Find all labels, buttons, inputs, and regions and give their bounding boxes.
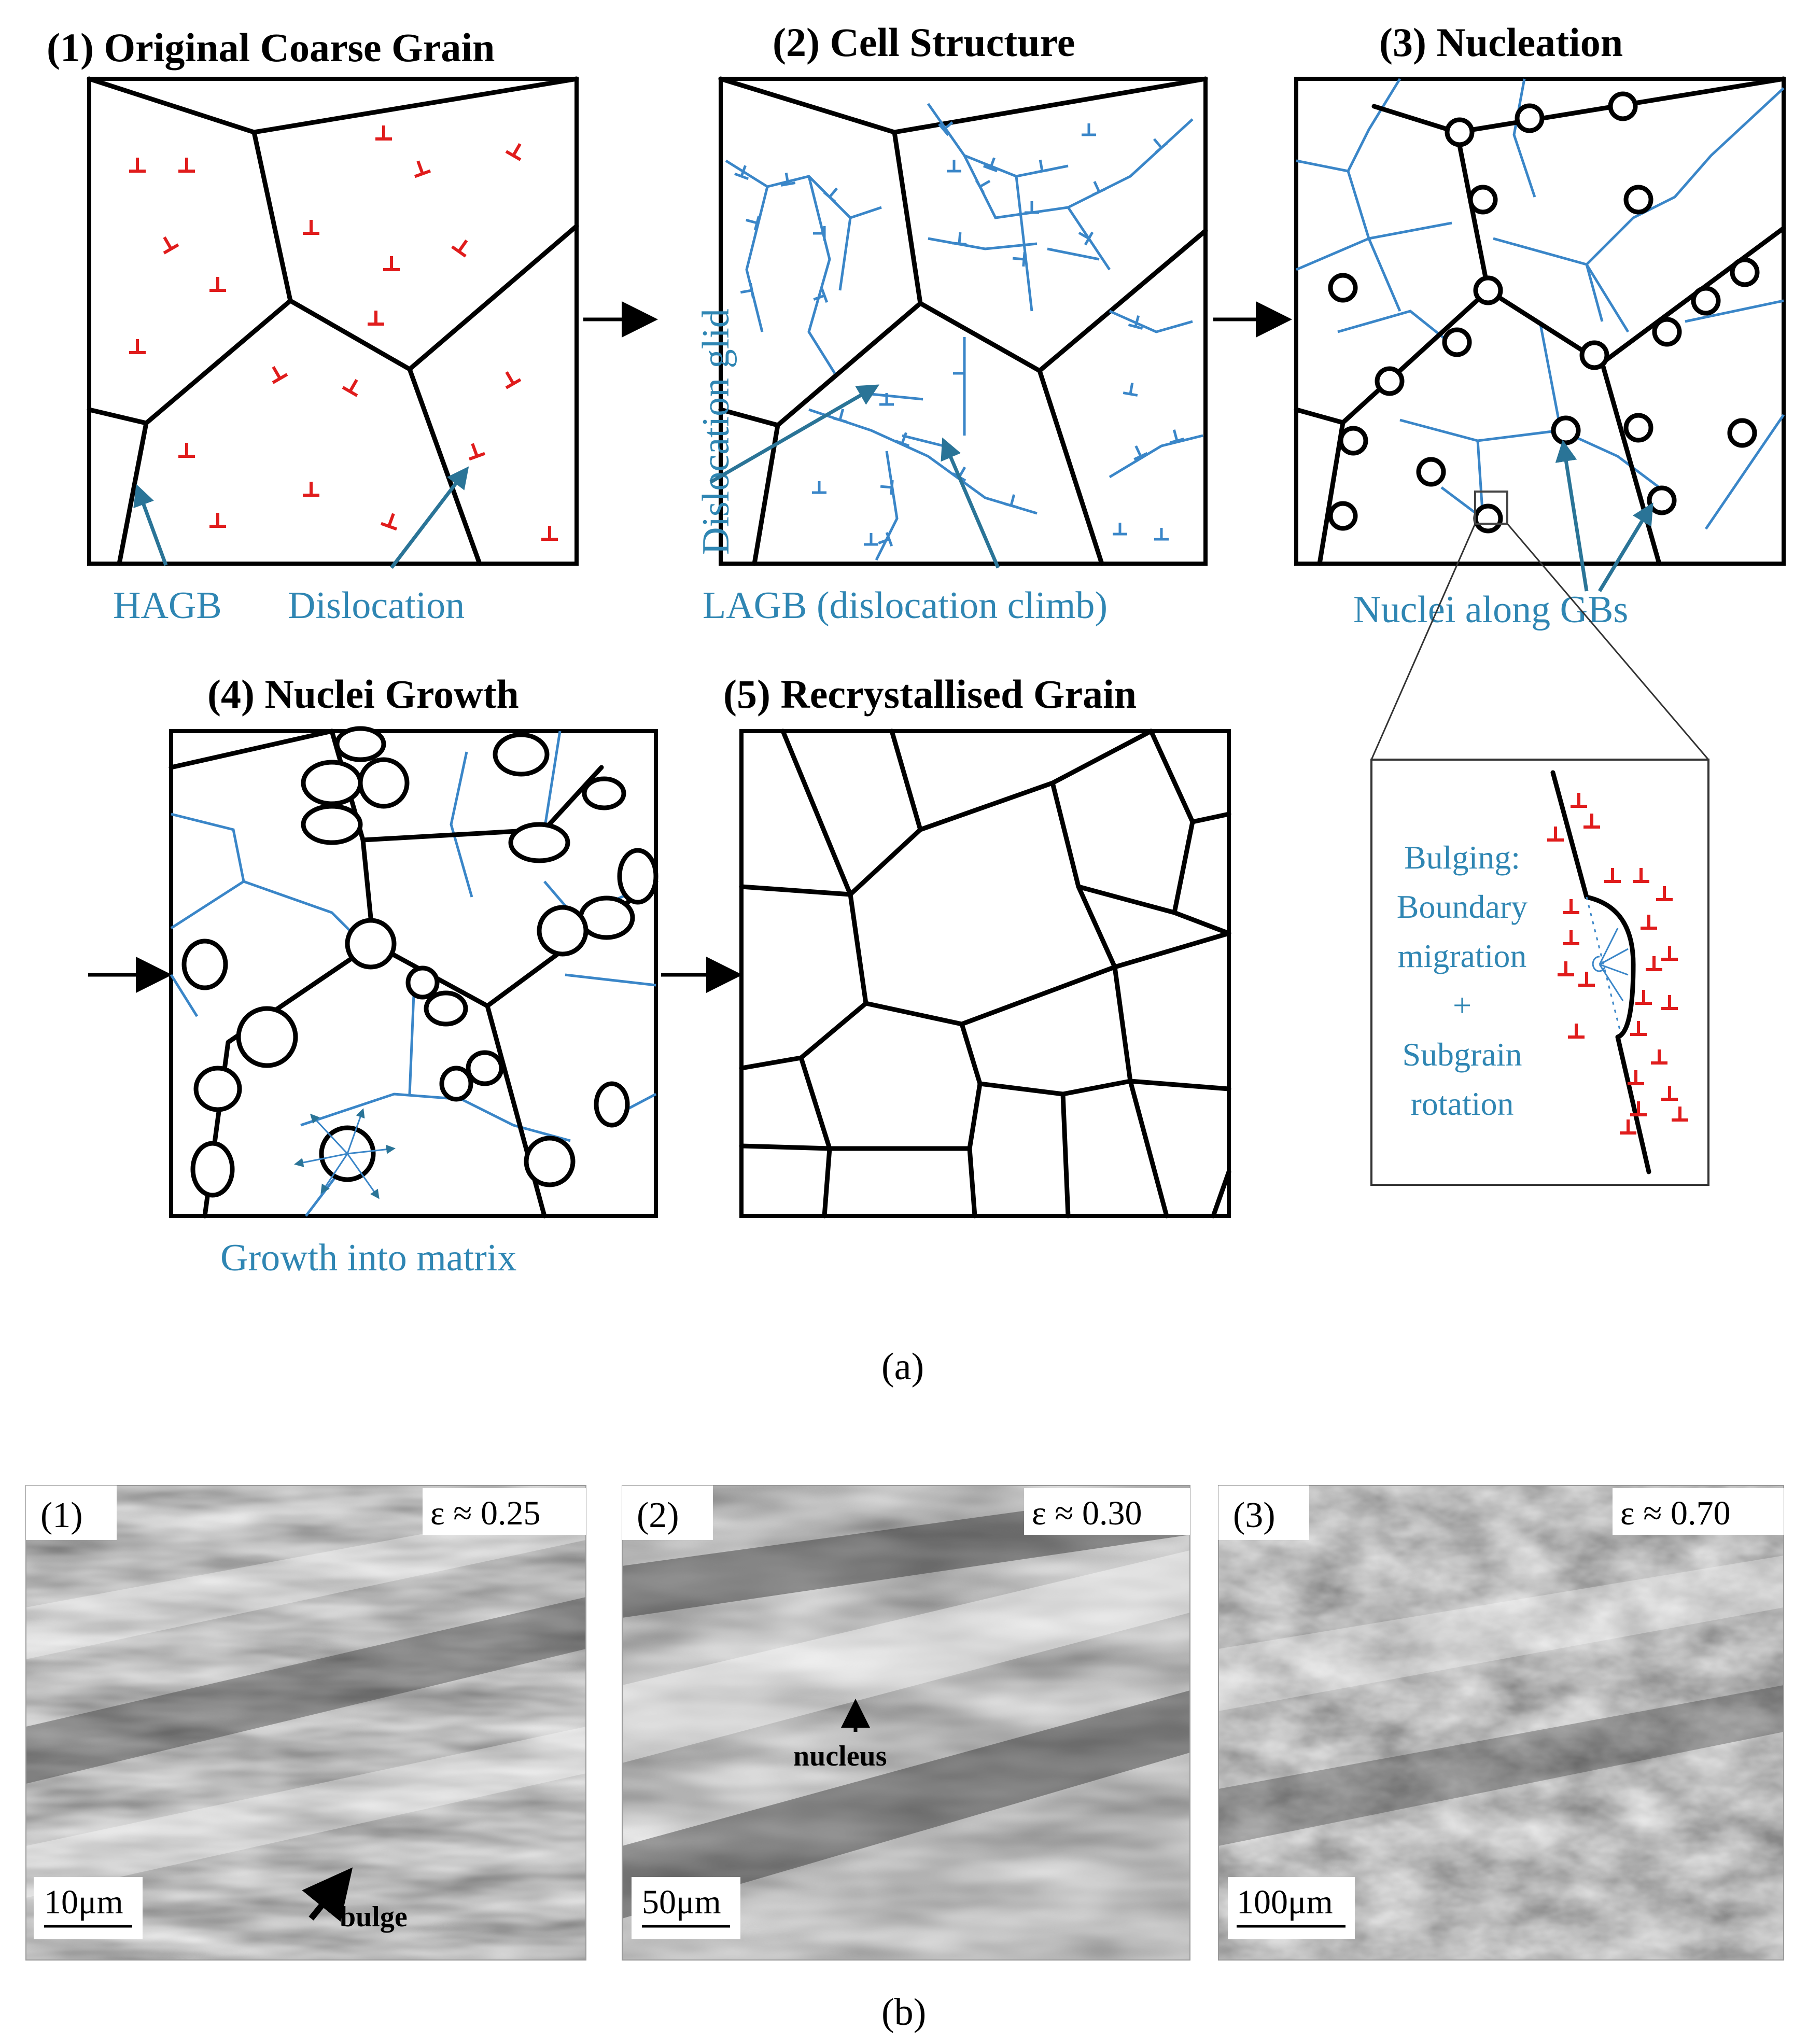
- dislocation-pointer-arrow: [390, 466, 469, 569]
- micrograph-2-strain: ε ≈ 0.30: [1032, 1494, 1142, 1532]
- nuclei-pointer-arrow-right: [1598, 502, 1653, 592]
- micrograph-1-label: (1): [40, 1495, 83, 1535]
- panel-5-diagram: [739, 729, 1231, 1219]
- caption-a: (a): [881, 1346, 924, 1388]
- panel-5-title: (5) Recrystallised Grain: [723, 671, 1137, 717]
- nuclei-circles: [1328, 91, 1760, 534]
- growth-arrows: [294, 1108, 396, 1199]
- micrograph-1: (1) ε ≈ 0.25 10μm bulge: [25, 1485, 586, 1961]
- dislocation-glide-pointer-arrow: [709, 384, 880, 484]
- micrograph-2-label: (2): [637, 1495, 679, 1535]
- inset-line-1: Bulging:: [1404, 839, 1520, 876]
- panel-1-title: (1) Original Coarse Grain: [47, 25, 495, 70]
- inset-line-3: migration: [1398, 937, 1527, 974]
- inset-line-6: rotation: [1410, 1085, 1513, 1122]
- inset-line-5: Subgrain: [1402, 1036, 1522, 1073]
- bulge-label: bulge: [340, 1901, 408, 1933]
- lagb-label: LAGB (dislocation climb): [703, 584, 1108, 627]
- nucleus-label: nucleus: [793, 1740, 887, 1772]
- panel-4-title: (4) Nuclei Growth: [207, 671, 519, 717]
- panel-3-diagram: [1294, 76, 1786, 566]
- bulge-arrow: [302, 1867, 353, 1922]
- lagb-network: [725, 103, 1203, 561]
- nuclei-label: Nuclei along GBs: [1353, 589, 1628, 631]
- panel-1-diagram: [87, 76, 579, 566]
- micrograph-3-strain: ε ≈ 0.70: [1620, 1494, 1730, 1532]
- panel-3-title: (3) Nucleation: [1379, 20, 1623, 65]
- micrograph-1-label-box: [26, 1486, 117, 1540]
- hagb-label: HAGB: [113, 584, 222, 627]
- nuclei-pointer-arrow-left: [1555, 440, 1589, 592]
- micrograph-3-label: (3): [1233, 1495, 1276, 1535]
- micrograph-1-strain: ε ≈ 0.25: [430, 1494, 540, 1532]
- lagb-pointer-arrow: [941, 437, 1000, 569]
- zoom-line-left: [1370, 523, 1476, 760]
- bulging-inset: Bulging: Boundary migration + Subgrain r…: [1370, 759, 1709, 1186]
- micrograph-3-scale-label: 100μm: [1237, 1883, 1333, 1921]
- grown-nuclei: [181, 726, 658, 1198]
- dislocation-label: Dislocation: [288, 584, 465, 627]
- dislocation-glide-label: Dislocation glid: [695, 309, 737, 555]
- panel-2-title: (2) Cell Structure: [773, 20, 1075, 65]
- inset-line-4: +: [1453, 987, 1471, 1024]
- panel-4-diagram: [169, 726, 658, 1219]
- micrograph-2: (2) ε ≈ 0.30 50μm nucleus: [622, 1485, 1190, 1961]
- panel-2-diagram: [718, 76, 1208, 566]
- hagb-pointer-arrow: [133, 484, 168, 566]
- micrograph-1-scale-label: 10μm: [44, 1883, 123, 1921]
- micrograph-2-scale-label: 50μm: [642, 1883, 721, 1921]
- micrograph-3: (3) ε ≈ 0.70 100μm: [1218, 1485, 1784, 1961]
- zoom-box: [1474, 491, 1508, 525]
- inset-line-2: Boundary: [1397, 888, 1527, 925]
- growth-label: Growth into matrix: [220, 1237, 516, 1279]
- zoom-line-right: [1506, 523, 1709, 760]
- caption-b: (b): [881, 1991, 926, 2034]
